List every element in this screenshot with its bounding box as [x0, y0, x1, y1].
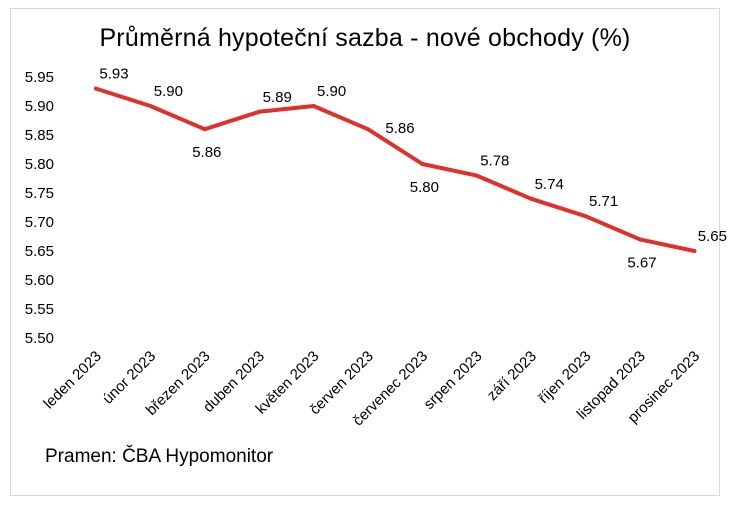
data-point — [366, 127, 370, 132]
y-tick-label: 5.75 — [25, 185, 54, 202]
x-tick-label: srpen 2023 — [421, 348, 486, 413]
data-label: 5.89 — [263, 89, 292, 106]
data-label: 5.67 — [627, 254, 656, 271]
x-tick-label: září 2023 — [484, 348, 540, 404]
data-point — [529, 196, 534, 201]
data-point — [638, 237, 642, 242]
data-point — [583, 214, 588, 219]
data-label: 5.80 — [410, 179, 439, 196]
data-point — [148, 104, 153, 108]
y-tick-label: 5.85 — [25, 127, 54, 144]
data-label: 5.71 — [589, 193, 618, 210]
y-tick-label: 5.55 — [25, 301, 54, 318]
data-point — [94, 86, 98, 91]
source-note: Pramen: ČBA Hypomonitor — [45, 446, 274, 467]
y-tick-label: 5.95 — [25, 69, 54, 86]
chart-frame — [10, 8, 720, 496]
y-tick-label: 5.80 — [25, 156, 54, 173]
data-point — [474, 173, 479, 178]
series-line — [94, 86, 697, 253]
y-tick-label: 5.60 — [25, 272, 54, 289]
data-label: 5.78 — [480, 153, 509, 170]
data-point — [420, 162, 425, 166]
y-tick-label: 5.65 — [25, 243, 54, 260]
data-point — [257, 109, 262, 114]
y-tick-label: 5.70 — [25, 214, 54, 231]
data-label: 5.65 — [698, 228, 727, 245]
y-tick-label: 5.50 — [25, 330, 54, 347]
data-point — [692, 249, 697, 253]
data-label: 5.90 — [317, 83, 346, 100]
chart-title: Průměrná hypoteční sazba - nové obchody … — [99, 24, 631, 52]
x-tick-label: leden 2023 — [40, 348, 105, 413]
data-point — [202, 127, 207, 132]
data-label: 5.86 — [385, 120, 414, 137]
data-point — [311, 104, 316, 108]
y-tick-label: 5.90 — [25, 98, 54, 115]
data-label: 5.74 — [535, 176, 564, 193]
data-label: 5.93 — [99, 66, 128, 83]
data-label: 5.86 — [192, 144, 221, 161]
data-label: 5.90 — [154, 83, 183, 100]
